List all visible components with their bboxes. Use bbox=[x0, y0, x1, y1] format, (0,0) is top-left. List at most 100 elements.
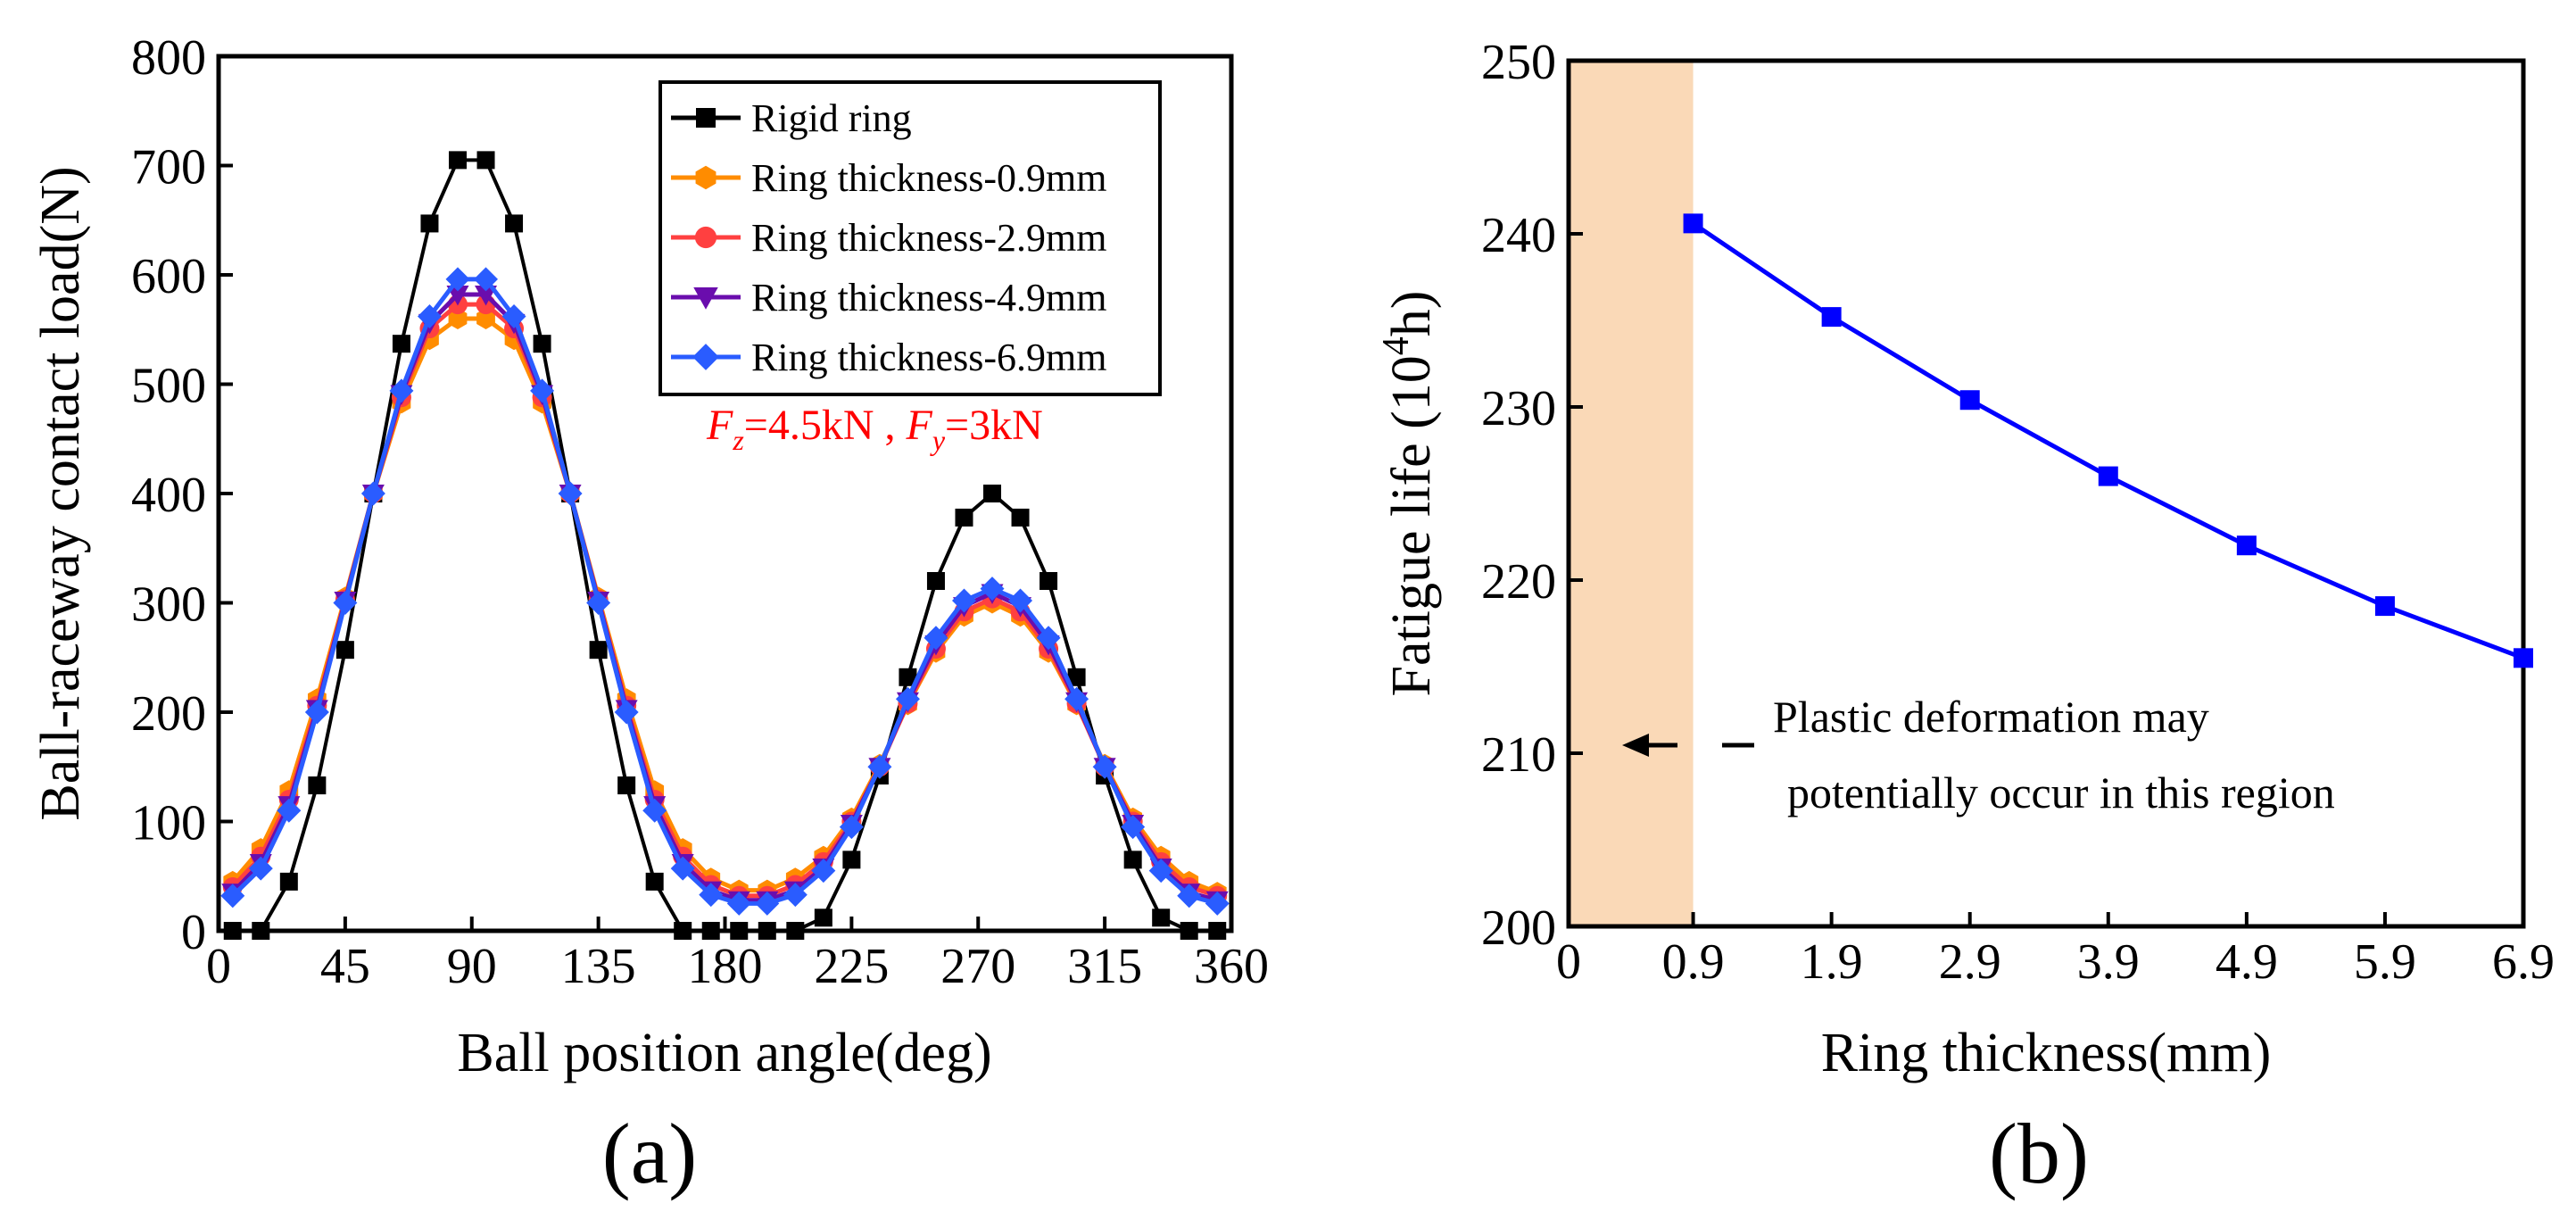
series-group-b bbox=[1683, 213, 2533, 668]
data-point bbox=[277, 798, 302, 823]
data-point bbox=[1064, 686, 1089, 711]
data-point bbox=[446, 286, 469, 306]
x-axis-title-b: Ring thickness(mm) bbox=[1821, 1023, 2272, 1083]
data-point bbox=[783, 883, 808, 908]
data-point bbox=[701, 922, 720, 940]
plot-frame-b bbox=[1566, 58, 2526, 929]
data-point bbox=[1008, 588, 1033, 613]
data-point bbox=[389, 378, 414, 403]
x-tick-label: 4.9 bbox=[2216, 934, 2278, 990]
axis-ticks-a: 0 45 90 135 180 225 270 315 360 0 100 200 300 400 500 6… bbox=[131, 30, 1269, 994]
data-point bbox=[223, 922, 242, 940]
data-point bbox=[983, 485, 1002, 502]
data-point bbox=[1683, 213, 1703, 234]
y-tick-label: 400 bbox=[131, 468, 206, 523]
fy-value: =3kN bbox=[945, 402, 1043, 449]
y-tick-label: 500 bbox=[131, 359, 206, 414]
data-point bbox=[1177, 884, 1202, 909]
legend-a: Rigid ring Ring thickness-0.9mm Ring thick… bbox=[658, 80, 1162, 396]
y-tick-label: 220 bbox=[1481, 554, 1556, 610]
data-point bbox=[1036, 626, 1061, 651]
y-tick-label: 100 bbox=[131, 796, 206, 851]
x-tick-label: 270 bbox=[940, 939, 1015, 994]
data-point bbox=[420, 214, 439, 233]
data-point bbox=[699, 883, 724, 908]
data-point bbox=[445, 267, 470, 292]
data-point bbox=[730, 922, 749, 940]
data-point bbox=[955, 508, 973, 527]
y-tick-label: 800 bbox=[131, 30, 206, 86]
x-tick-label: 0 bbox=[1556, 934, 1581, 990]
fy-subscript: y bbox=[930, 424, 946, 456]
y-title-main: Fatigue life (10 bbox=[1381, 355, 1442, 696]
data-point bbox=[1205, 891, 1230, 916]
legend-marker bbox=[692, 344, 719, 370]
data-point bbox=[1208, 922, 1227, 940]
x-tick-label: 45 bbox=[320, 939, 370, 994]
y-tick-label: 200 bbox=[1481, 900, 1556, 956]
data-point bbox=[335, 641, 354, 660]
fz-symbol: F bbox=[706, 402, 733, 449]
legend-marker bbox=[696, 108, 716, 128]
annotation-line-2: potentially occur in this region bbox=[1787, 768, 2335, 817]
fatigue-life-line bbox=[1692, 221, 2524, 660]
data-point bbox=[252, 922, 270, 940]
data-point bbox=[2098, 466, 2118, 486]
y-axis-title-a: Ball-raceway contact load(N) bbox=[30, 166, 91, 820]
x-tick-label: 5.9 bbox=[2354, 934, 2416, 990]
data-point bbox=[867, 754, 892, 779]
data-point bbox=[899, 668, 917, 686]
data-point bbox=[220, 884, 245, 909]
y-title-superscript: 4 bbox=[1376, 336, 1417, 355]
x-tick-label: 180 bbox=[688, 939, 763, 994]
data-point bbox=[474, 267, 499, 292]
x-tick-label: 6.9 bbox=[2492, 934, 2555, 990]
legend-marker bbox=[693, 287, 718, 310]
data-point bbox=[924, 626, 948, 651]
data-point bbox=[501, 304, 526, 329]
data-point bbox=[558, 481, 583, 506]
legend-label: Ring thickness-4.9mm bbox=[751, 276, 1106, 319]
data-point bbox=[417, 304, 442, 329]
x-axis-title-a: Ball position angle(deg) bbox=[457, 1023, 991, 1083]
data-point bbox=[1148, 859, 1173, 884]
data-point bbox=[1067, 668, 1086, 686]
annotation-arrow bbox=[1622, 734, 1754, 757]
data-point bbox=[755, 891, 780, 916]
panel-label-a: (a) bbox=[602, 1106, 698, 1201]
series-line bbox=[232, 158, 1218, 933]
data-point bbox=[1821, 307, 1842, 328]
data-point bbox=[304, 700, 329, 725]
data-point bbox=[842, 850, 861, 869]
data-point bbox=[951, 588, 976, 613]
legend-box bbox=[658, 80, 1162, 396]
data-point bbox=[360, 481, 385, 506]
series-line bbox=[231, 277, 1218, 906]
data-point bbox=[475, 286, 498, 306]
data-point bbox=[308, 776, 327, 795]
x-tick-label: 2.9 bbox=[1939, 934, 2001, 990]
data-point bbox=[2514, 648, 2533, 668]
data-point bbox=[533, 335, 551, 353]
data-point bbox=[674, 922, 692, 940]
load-condition-text: Fz=4.5kN , Fy=3kN bbox=[706, 402, 1043, 456]
data-point bbox=[333, 591, 358, 615]
data-point bbox=[926, 572, 945, 590]
x-tick-label: 225 bbox=[814, 939, 889, 994]
annotation-line-1: Plastic deformation may bbox=[1773, 692, 2209, 742]
y-axis-title-b: Fatigue life (104h) bbox=[1376, 291, 1442, 697]
y-tick-label: 700 bbox=[131, 140, 206, 195]
data-point bbox=[645, 872, 664, 891]
chart-panel-a: 0 45 90 135 180 225 270 315 360 0 100 200 300 400 500 6… bbox=[30, 30, 1269, 1201]
y-tick-label: 230 bbox=[1481, 381, 1556, 436]
fz-subscript: z bbox=[732, 424, 744, 456]
data-point bbox=[2236, 535, 2257, 556]
x-tick-label: 1.9 bbox=[1801, 934, 1863, 990]
legend-marker bbox=[695, 165, 716, 190]
data-point bbox=[1180, 922, 1198, 940]
plastic-deformation-region bbox=[1569, 61, 1694, 926]
data-point bbox=[1959, 390, 1980, 411]
legend-marker bbox=[694, 226, 717, 249]
data-point bbox=[726, 891, 751, 916]
data-point bbox=[1011, 508, 1030, 527]
